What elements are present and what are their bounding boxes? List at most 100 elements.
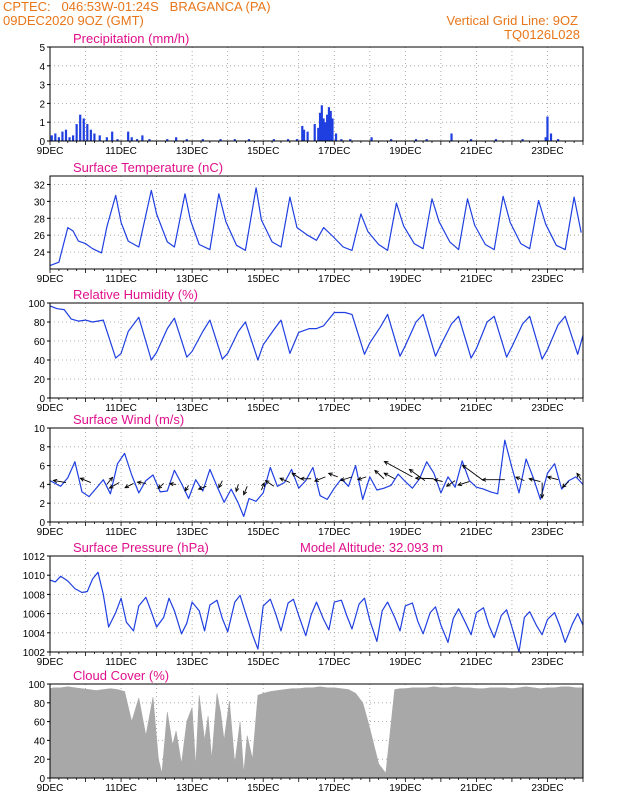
wind-vector-head (197, 485, 203, 490)
wind-vector-head (461, 464, 467, 470)
x-tick-label: 15DEC (247, 783, 279, 794)
wind-vector-head (481, 477, 487, 482)
precipitation-bar (414, 139, 418, 141)
precipitation-bar (105, 137, 108, 141)
x-tick-label: 23DEC (531, 657, 563, 668)
wind-vector-head (157, 484, 163, 490)
wind-vector-head (383, 461, 389, 465)
precipitation-bar (324, 122, 327, 141)
wind-vector-head (136, 480, 142, 485)
precipitation-bar (544, 137, 547, 141)
wind-vector (265, 480, 275, 487)
x-tick-label: 9DEC (37, 657, 64, 668)
temperature-title: Surface Temperature (nC) (73, 160, 223, 175)
wind-vector-head (313, 477, 319, 482)
x-tick-label: 11DEC (105, 403, 137, 414)
wind-vector (434, 479, 443, 483)
y-tick-label: 100 (28, 299, 45, 310)
wind-vector (529, 478, 541, 483)
y-tick-label: 1008 (23, 590, 46, 601)
precipitation-bar (549, 133, 553, 141)
wind-vector (374, 470, 385, 480)
wind-vector-head (339, 477, 345, 482)
precipitation-bar (295, 139, 299, 141)
precipitation-bar (349, 139, 352, 141)
wind-vector-head (515, 476, 521, 481)
wind-vector-head (433, 478, 439, 483)
y-tick-label: 40 (34, 356, 46, 367)
wind-vector (515, 476, 525, 482)
precipitation-bar (331, 118, 334, 141)
wind-vector-head (457, 481, 463, 487)
wind-vector-head (408, 468, 414, 474)
precipitation-bar (61, 131, 64, 141)
wind-vector-head (374, 469, 379, 475)
y-tick-label: 32 (34, 180, 46, 191)
y-tick-label: 5 (39, 43, 45, 54)
y-tick-label: 2 (39, 99, 45, 110)
precipitation-bar (130, 137, 133, 141)
humidity-frame (49, 302, 584, 399)
precipitation-bar (320, 105, 323, 141)
y-tick-label: 10 (34, 424, 46, 435)
precipitation-bar (175, 137, 178, 141)
wind-vector (137, 481, 147, 484)
precipitation-bar (306, 131, 309, 141)
x-tick-label: 15DEC (247, 403, 279, 414)
x-tick-label: 11DEC (105, 146, 137, 157)
wind-vector-head (546, 475, 552, 480)
x-tick-label: 13DEC (176, 274, 208, 285)
x-tick-label: 17DEC (318, 657, 350, 668)
precipitation-bar (557, 139, 560, 141)
x-tick-label: 15DEC (247, 657, 279, 668)
run-date-header: 09DEC2020 9OZ (GMT) (3, 13, 144, 28)
wind-vector-head (299, 476, 305, 481)
y-tick-label: 20 (34, 755, 46, 766)
x-tick-label: 9DEC (37, 274, 64, 285)
x-tick-label: 23DEC (531, 274, 563, 285)
wind-vector (547, 476, 559, 481)
precipitation-bar (247, 139, 251, 141)
x-tick-label: 13DEC (176, 657, 208, 668)
y-tick-label: 80 (34, 699, 46, 710)
precipitation-bar (469, 139, 473, 141)
y-tick-label: 1002 (23, 648, 46, 659)
wind-vector-head (168, 481, 174, 487)
wind-vector-head (243, 490, 248, 496)
y-tick-label: 0 (39, 394, 45, 405)
wind-vector (261, 482, 265, 491)
wind-vector (184, 485, 189, 492)
precipitation-bar (326, 114, 329, 141)
precipitation-bar (71, 135, 75, 141)
x-tick-label: 17DEC (318, 274, 350, 285)
x-tick-label: 19DEC (389, 403, 421, 414)
wind-vector-head (124, 484, 130, 489)
wind-vector-head (79, 477, 85, 482)
x-tick-label: 19DEC (389, 527, 421, 538)
wind-vector (446, 480, 456, 487)
precipitation-bar (75, 124, 78, 141)
wind-vector (409, 469, 426, 482)
y-tick-label: 60 (34, 718, 46, 729)
precipitation-bar (148, 139, 151, 141)
wind-vector (462, 464, 484, 482)
wind-vector-head (414, 476, 420, 481)
x-tick-label: 21DEC (460, 403, 492, 414)
x-tick-label: 21DEC (460, 274, 492, 285)
precipitation-bar (54, 133, 57, 141)
y-tick-label: 30 (34, 197, 46, 208)
x-tick-label: 13DEC (176, 403, 208, 414)
x-tick-label: 21DEC (460, 146, 492, 157)
y-tick-label: 3 (39, 81, 45, 92)
x-tick-label: 9DEC (37, 783, 64, 794)
y-tick-label: 24 (34, 248, 46, 259)
precipitation-bar (135, 139, 139, 141)
x-tick-label: 15DEC (247, 274, 279, 285)
wind-vector (576, 473, 582, 480)
precipitation-bar (302, 129, 306, 141)
wind-vector-head (327, 472, 333, 477)
wind-vector-head (264, 480, 270, 485)
x-tick-label: 11DEC (105, 527, 137, 538)
wind-vector (383, 472, 395, 480)
